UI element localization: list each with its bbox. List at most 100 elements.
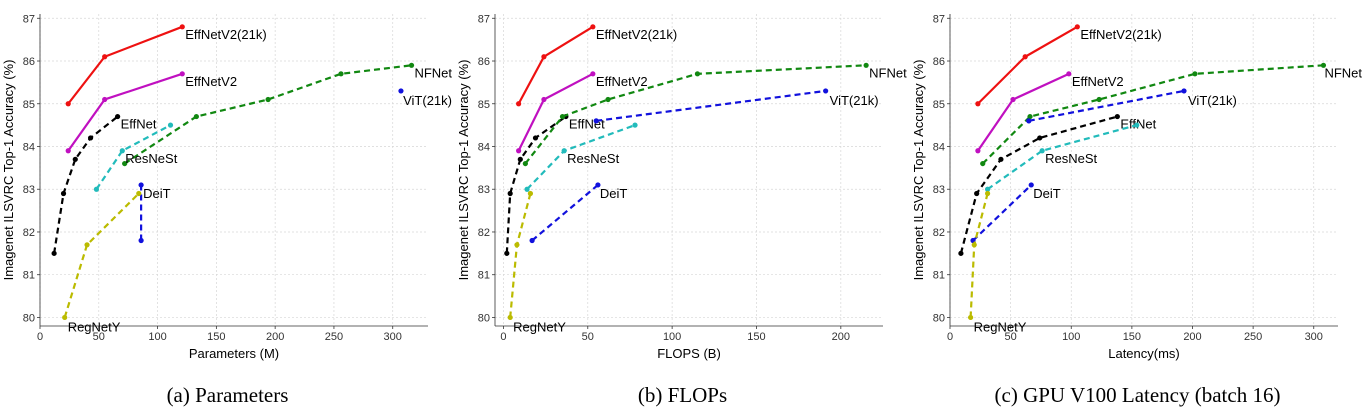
series-label: EffNetV2 [596,74,648,89]
data-point [398,88,404,94]
y-tick-label: 83 [933,184,945,196]
series-vit-21k: ViT(21k) [593,88,879,124]
data-point [1074,24,1080,30]
series-line [1028,89,1185,122]
y-tick-label: 86 [23,56,35,68]
data-point [527,190,534,197]
series-label: ResNeSt [567,151,619,166]
x-tick-label: 300 [1305,331,1323,343]
series-regnety: RegNetY [507,190,566,334]
y-tick-label: 81 [478,270,490,282]
series-line [95,124,172,190]
y-tick-label: 87 [933,13,945,25]
data-point [605,96,611,103]
series-effnetv2: EffNetV2 [65,71,237,154]
data-point [1039,148,1045,154]
data-point [65,101,71,107]
x-tick-label: 100 [663,331,681,343]
data-point [1010,96,1016,103]
data-point [522,160,528,167]
data-point [338,71,344,77]
series-line [67,72,183,152]
y-tick-label: 81 [23,270,35,282]
series-effnet: EffNet [958,113,1157,256]
y-tick-label: 84 [933,141,945,153]
series-regnety: RegNetY [62,190,142,334]
series-label: ResNeSt [125,151,177,166]
y-tick-label: 82 [478,227,490,239]
x-tick-label: 100 [148,331,166,343]
series-effnet: EffNet [51,113,157,256]
series-label: RegNetY [68,319,121,334]
data-point [541,54,547,60]
series-line [986,124,1138,191]
series-line [63,192,140,318]
data-point [1192,71,1198,77]
series-resnest: ResNeSt [93,122,178,192]
x-tick-label: 0 [500,331,506,343]
data-point [119,148,125,154]
series-label: NFNet [1324,65,1362,80]
data-point [507,190,513,197]
data-point [1320,62,1327,68]
data-point [968,314,974,321]
data-point [524,186,530,192]
data-point [975,101,981,107]
data-point [102,54,108,60]
data-point [1022,54,1028,60]
series-line [969,193,989,318]
data-point [1114,113,1120,120]
data-point [1134,122,1140,128]
y-tick-label: 86 [933,56,945,68]
x-tick-label: 250 [325,331,343,343]
series-nfnet: NFNet [522,62,907,167]
series-label: EffNet [121,117,157,132]
x-tick-label: 100 [1062,331,1080,343]
series-resnest: ResNeSt [984,122,1140,192]
data-point [1027,113,1033,120]
data-point [632,122,638,128]
series-label: EffNet [569,117,605,132]
data-point [51,250,57,256]
data-point [863,62,869,68]
series-label: ViT(21k) [1188,93,1237,108]
y-tick-label: 84 [23,141,35,153]
series-label: DeiT [1033,186,1061,201]
y-tick-label: 87 [478,13,490,25]
data-point [102,96,108,103]
x-tick-label: 50 [93,331,105,343]
data-point [115,113,121,120]
data-point [179,24,185,30]
data-point [193,113,199,120]
series-line [981,64,1324,165]
series-deit: DeiT [970,182,1061,244]
data-point [72,156,78,162]
series-label: EffNetV2(21k) [185,27,266,42]
data-point [136,190,142,197]
chart-parameters: 0 50 100 150 200 250 300 80 81 82 83 84 85 86 87 Parame… [1,13,452,361]
x-tick-label: 300 [384,331,402,343]
series-effnetv2-21k: EffNetV2(21k) [65,24,267,107]
data-point [60,190,67,197]
series-regnety: RegNetY [968,190,1027,334]
x-tick-label: 200 [1183,331,1201,343]
data-point [138,237,144,244]
data-point [408,62,415,68]
series-resnest: ResNeSt [524,122,638,192]
caption-parameters: (a) Parameters [166,383,289,407]
data-point [516,101,522,107]
series-effnetv2-21k: EffNetV2(21k) [975,24,1162,107]
data-point [823,88,829,94]
series-line [531,184,599,242]
data-point [507,314,513,321]
data-point [504,250,510,256]
series-label: EffNetV2(21k) [596,27,677,42]
y-tick-label: 83 [23,184,35,196]
series-label: ViT(21k) [830,93,879,108]
data-point [62,314,68,321]
caption-latency: (c) GPU V100 Latency (batch 16) [994,383,1281,407]
data-point [595,182,601,188]
chart-flops: 0 50 100 150 200 80 81 82 83 84 85 86 87 FLOPS (B) Ima… [456,13,907,361]
data-point [1181,88,1187,94]
